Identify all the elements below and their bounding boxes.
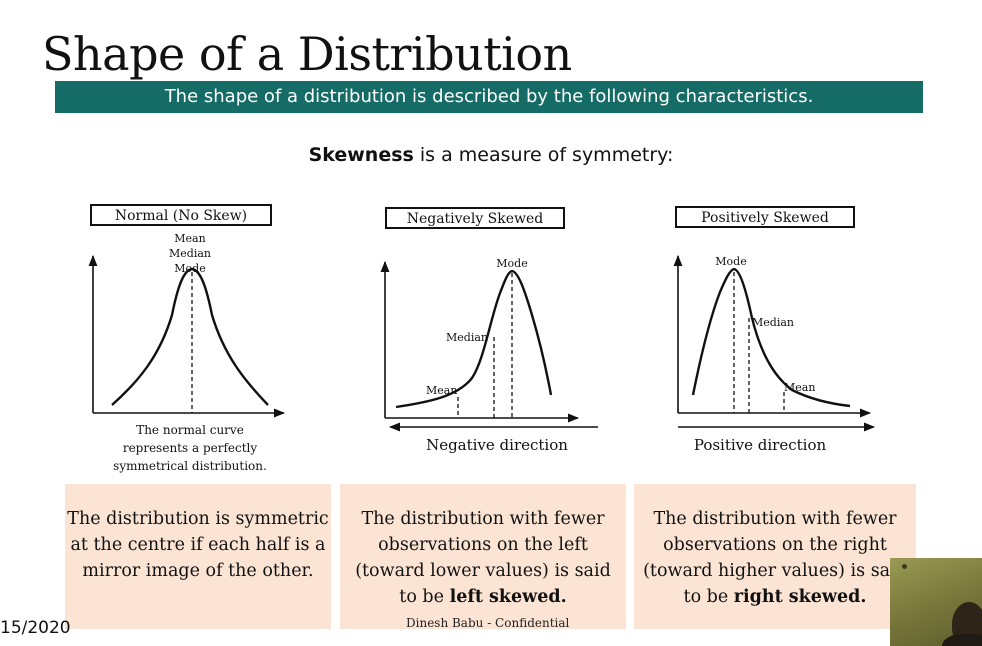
confidential-footer: Dinesh Babu - Confidential [406, 616, 570, 630]
normal-marker-median: Median [169, 247, 211, 260]
positive-curve [691, 267, 851, 408]
webcam-thumbnail[interactable] [890, 558, 982, 646]
positive-label-box [675, 206, 855, 228]
presenter-shoulder [942, 634, 982, 646]
negative-explanation-bold: left skewed. [449, 587, 567, 607]
positive-marker-median: Median [752, 316, 794, 329]
positive-marker-mean: Mean [784, 381, 815, 394]
normal-caption-line-1: The normal curve [136, 423, 244, 437]
normal-marker-mean: Mean [174, 232, 205, 245]
positive-explanation-text: The distribution with fewer observations… [643, 509, 907, 607]
skewness-intro: Skewness is a measure of symmetry: [0, 144, 982, 166]
normal-caption-line-2: represents a perfectly [123, 441, 258, 455]
negative-direction-label: Negative direction [426, 436, 568, 454]
negative-marker-mode: Mode [496, 257, 527, 270]
webcam-speck [902, 564, 907, 569]
slide-date: 15/2020 [0, 618, 71, 638]
negative-curve [395, 269, 553, 409]
panel-normal: Normal (No Skew) Mean Median Mode The no… [88, 204, 286, 473]
negative-marker-median: Median [446, 331, 488, 344]
positive-marker-mode: Mode [715, 255, 746, 268]
normal-caption-line-3: symmetrical distribution. [113, 459, 267, 473]
subtitle-banner: The shape of a distribution is described… [55, 81, 923, 113]
normal-label-box [90, 204, 272, 226]
normal-curve [111, 267, 269, 406]
normal-label: Normal (No Skew) [115, 208, 247, 224]
panel-negative: Negatively Skewed Mean Median Mode Negat… [380, 207, 598, 454]
skewness-definition: is a measure of symmetry: [413, 144, 674, 166]
panel-positive: Positively Skewed Mode Median Mean Posit… [673, 206, 876, 454]
skewness-term: Skewness [308, 144, 414, 166]
normal-explanation-box: The distribution is symmetric at the cen… [65, 484, 331, 629]
normal-explanation-text: The distribution is symmetric at the cen… [67, 509, 329, 581]
positive-direction-label: Positive direction [694, 436, 827, 454]
normal-marker-mode: Mode [174, 262, 205, 275]
positive-label: Positively Skewed [701, 210, 829, 226]
slide-title: Shape of a Distribution [42, 27, 572, 81]
positive-explanation-box: The distribution with fewer observations… [634, 484, 916, 629]
positive-explanation-bold: right skewed. [733, 587, 867, 607]
negative-explanation-text: The distribution with fewer observations… [355, 509, 611, 607]
negative-label: Negatively Skewed [407, 211, 544, 227]
negative-label-box [385, 207, 565, 229]
negative-explanation-box: The distribution with fewer observations… [340, 484, 626, 629]
negative-marker-mean: Mean [426, 384, 457, 397]
